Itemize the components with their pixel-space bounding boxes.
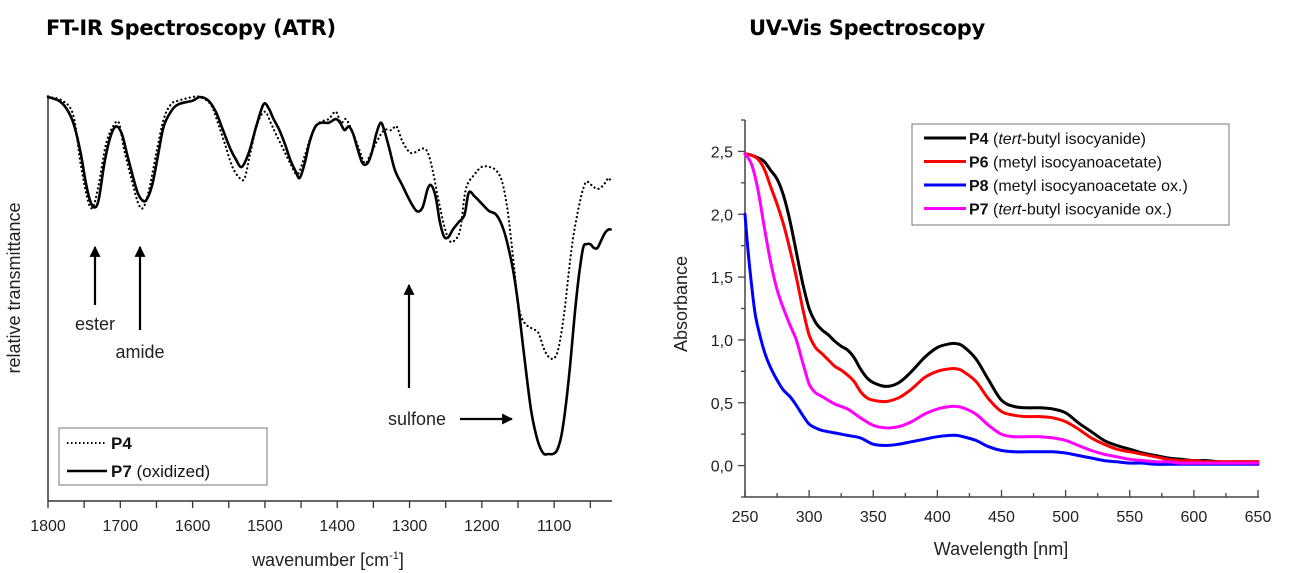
uv-x-tick-label: 400: [924, 509, 951, 526]
uv-series-line-p6: [743, 152, 1260, 464]
uv-y-axis-label: Absorbance: [671, 256, 691, 352]
ir-legend: P4 P7 (oxidized): [58, 427, 268, 486]
ir-x-tick-label: 1700: [103, 518, 139, 535]
ir-legend-label-p7: P7 (oxidized): [111, 462, 210, 481]
uv-x-tick-label: 300: [796, 509, 823, 526]
uv-legend: P4 (tert-butyl isocyanide) P6 (metyl isoc…: [911, 123, 1230, 226]
uv-y-tick-label: 1,5: [711, 270, 733, 287]
uv-legend-label-p6: P6 (metyl isocyanoacetate): [969, 155, 1162, 172]
uv-series-line-p7: [743, 152, 1260, 465]
ir-x-tick-label: 1100: [537, 518, 572, 535]
uv-y-tick-label: 0,0: [711, 459, 733, 476]
ir-x-tick-label: 1500: [247, 518, 283, 535]
uv-legend-label-p4: P4 (tert-butyl isocyanide): [969, 131, 1146, 148]
ir-legend-label-p4: P4: [111, 434, 132, 453]
ir-x-tick-label: 1200: [464, 518, 500, 535]
uv-y-tick-label: 1,0: [711, 333, 733, 350]
uv-series-line-p8: [743, 212, 1260, 466]
uv-y-tick-label: 2,5: [711, 144, 733, 161]
uv-y-tick-label: 2,0: [711, 207, 733, 224]
ir-series-line-p7: [46, 95, 612, 456]
uv-x-tick-label: 500: [1052, 509, 1079, 526]
ir-x-tick-label: 1300: [392, 518, 428, 535]
uv-chart: 250 300 350 400 450 500 550 600 650 0,0 0,5 1,0 1,5 2…: [671, 119, 1272, 559]
uv-x-tick-label: 600: [1181, 509, 1208, 526]
ir-x-tick-label: 1600: [175, 518, 211, 535]
ir-x-tick-label: 1400: [319, 518, 355, 535]
annotation-label-amide: amide: [115, 342, 164, 362]
annotation-label-sulfone: sulfone: [388, 409, 446, 429]
uv-y-tick-label: 0,5: [711, 396, 733, 413]
ir-chart-title: FT-IR Spectroscopy (ATR): [46, 16, 336, 40]
uv-x-tick-label: 550: [1116, 509, 1143, 526]
uv-x-tick-label: 250: [732, 509, 759, 526]
ir-series-line-p4: [46, 95, 612, 361]
uv-legend-label-p7: P7 (tert-butyl isocyanide ox.): [969, 202, 1172, 219]
annotation-label-ester: ester: [75, 314, 115, 334]
uv-x-axis-label: Wavelength [nm]: [934, 539, 1068, 559]
ir-y-axis-label: relative transmittance: [4, 202, 24, 373]
ir-legend-box: [58, 427, 268, 486]
ir-x-axis-label: wavenumber [cm-1]: [251, 550, 404, 570]
uv-x-tick-label: 450: [988, 509, 1015, 526]
uv-x-tick-label: 350: [860, 509, 887, 526]
uv-legend-label-p8: P8 (metyl isocyanoacetate ox.): [969, 178, 1188, 195]
ir-chart: 1800 1700 1600 1500 1400 1300 1200 1100 relativ…: [4, 95, 612, 570]
uv-chart-title: UV-Vis Spectroscopy: [749, 16, 985, 40]
ir-x-tick-label: 1800: [30, 518, 66, 535]
uv-x-tick-label: 650: [1245, 509, 1272, 526]
